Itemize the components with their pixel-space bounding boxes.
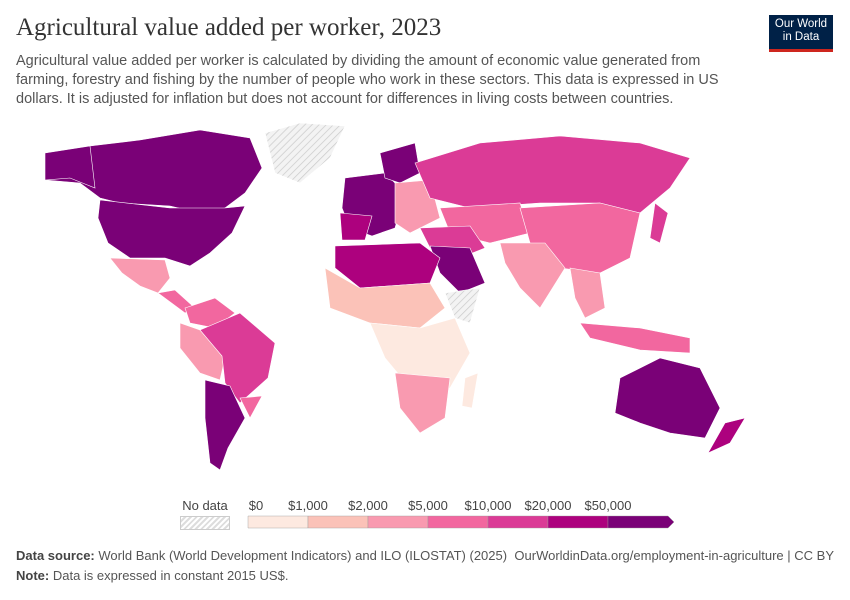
legend-bin-2[interactable] [367, 515, 429, 529]
legend-bin-6[interactable] [607, 515, 675, 529]
note-text: Data is expressed in constant 2015 US$. [52, 568, 289, 583]
region-usa[interactable] [97, 199, 246, 267]
region-southeast-asia[interactable] [569, 267, 606, 319]
legend-bin-4[interactable] [487, 515, 549, 529]
region-iberia[interactable] [339, 212, 373, 241]
legend-bin-0[interactable] [247, 515, 309, 529]
region-madagascar[interactable] [461, 372, 479, 409]
legend-tick: $1,000 [288, 498, 328, 513]
legend-no-data-swatch [180, 516, 230, 530]
world-map[interactable] [0, 118, 850, 488]
region-brazil[interactable] [199, 312, 276, 404]
legend-bin-1[interactable] [307, 515, 369, 529]
source-text: World Bank (World Development Indicators… [98, 548, 508, 563]
region-alaska[interactable] [44, 145, 96, 189]
legend-tick: $0 [248, 498, 264, 513]
owid-logo[interactable]: Our World in Data [769, 15, 833, 52]
logo-line1: Our World [774, 18, 828, 30]
region-horn-of-africa[interactable] [444, 287, 481, 324]
legend-tick: $2,000 [348, 498, 388, 513]
region-saudi-arabia[interactable] [429, 245, 486, 294]
region-southern-africa[interactable] [394, 372, 451, 434]
chart-title: Agricultural value added per worker, 202… [16, 14, 442, 41]
region-russia[interactable] [414, 135, 691, 214]
legend-color-bar [247, 515, 675, 529]
region-india[interactable] [499, 242, 566, 309]
legend-tick: $5,000 [408, 498, 448, 513]
region-mexico[interactable] [109, 257, 171, 294]
legend-no-data-label: No data [182, 498, 228, 513]
legend-tick: $10,000 [464, 498, 512, 513]
region-north-africa[interactable] [334, 242, 441, 289]
logo-line2: in Data [782, 31, 820, 43]
legend-bin-3[interactable] [427, 515, 489, 529]
region-uruguay[interactable] [239, 395, 263, 419]
region-new-zealand[interactable] [707, 417, 746, 454]
region-scandinavia[interactable] [379, 142, 421, 184]
source-line: Data source: World Bank (World Developme… [16, 548, 507, 563]
legend-tick: $50,000 [584, 498, 632, 513]
region-central-africa[interactable] [369, 317, 471, 389]
footer: Data source: World Bank (World Developme… [16, 548, 834, 583]
legend-bin-5[interactable] [547, 515, 609, 529]
region-sahel[interactable] [324, 267, 446, 329]
source-url[interactable]: OurWorldinData.org/employment-in-agricul… [514, 548, 834, 563]
region-australia[interactable] [614, 357, 721, 439]
chart-subtitle: Agricultural value added per worker is c… [16, 53, 719, 107]
region-argentina-chile[interactable] [204, 379, 246, 471]
region-indonesia[interactable] [579, 322, 691, 354]
legend-tick: $20,000 [524, 498, 572, 513]
note-label: Note: [16, 568, 50, 583]
region-japan[interactable] [649, 202, 669, 244]
region-greenland[interactable] [264, 122, 346, 184]
source-label: Data source: [16, 548, 95, 563]
